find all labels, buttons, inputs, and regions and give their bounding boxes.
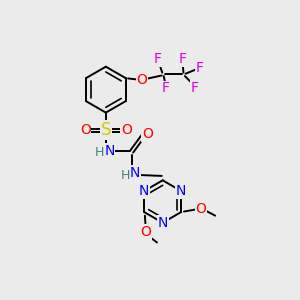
Text: O: O: [121, 123, 132, 137]
Text: N: N: [176, 184, 186, 198]
Text: H: H: [121, 169, 130, 182]
Text: N: N: [130, 166, 140, 180]
Text: N: N: [104, 144, 115, 158]
Text: F: F: [196, 61, 204, 75]
Text: O: O: [196, 202, 206, 216]
Text: F: F: [162, 82, 170, 95]
Text: N: N: [158, 216, 168, 230]
Text: O: O: [140, 225, 151, 239]
Text: O: O: [80, 123, 91, 137]
Text: O: O: [142, 127, 153, 141]
Text: F: F: [154, 52, 162, 66]
Text: O: O: [136, 73, 147, 87]
Text: F: F: [178, 52, 186, 66]
Text: N: N: [139, 184, 149, 198]
Text: H: H: [95, 146, 104, 159]
Text: S: S: [100, 121, 111, 139]
Text: F: F: [191, 81, 199, 94]
